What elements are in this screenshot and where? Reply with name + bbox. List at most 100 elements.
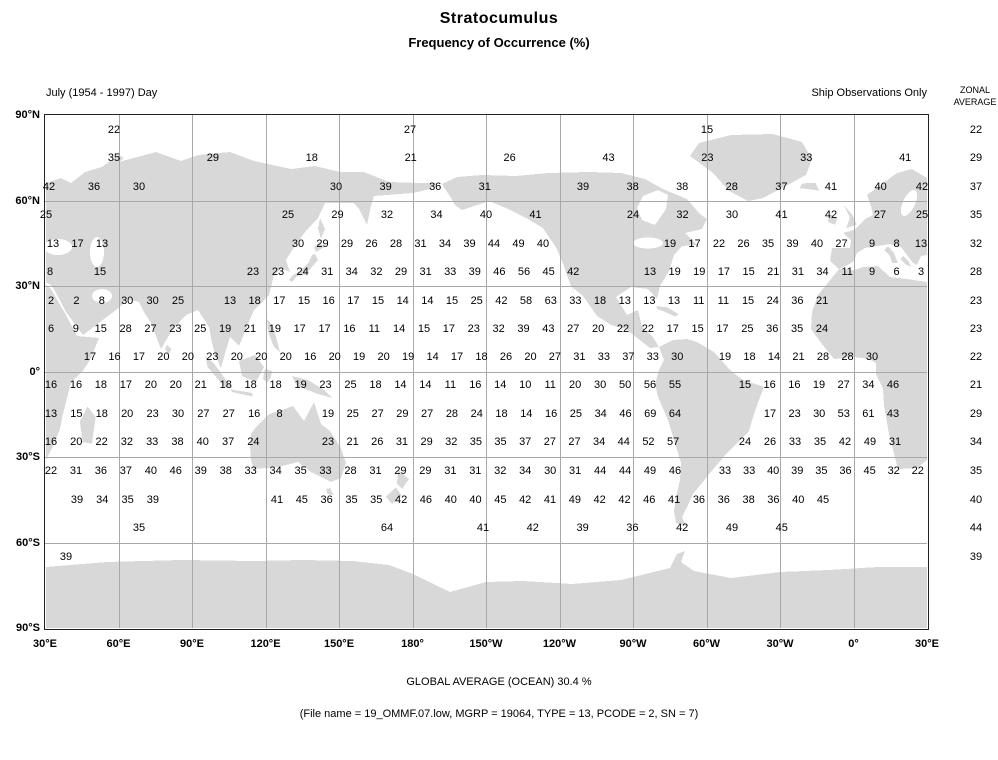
grid-value: 22: [95, 436, 108, 448]
grid-value: 31: [573, 351, 586, 363]
grid-value: 30: [671, 351, 684, 363]
grid-value: 15: [371, 295, 385, 307]
grid-value: 19: [693, 266, 706, 278]
y-axis-label: 60°S: [16, 536, 40, 549]
grid-value: 46: [668, 465, 682, 477]
source-note: Ship Observations Only: [811, 87, 927, 99]
grid-value: 50: [618, 379, 632, 391]
grid-value: 42: [676, 522, 689, 534]
grid-value: 38: [171, 436, 184, 448]
grid-value: 46: [886, 379, 900, 391]
grid-value: 22: [107, 124, 121, 136]
grid-value: 30: [813, 408, 826, 420]
grid-value: 35: [132, 522, 146, 534]
grid-value: 34: [519, 465, 532, 477]
x-axis-label: 30°E: [33, 638, 57, 650]
grid-value: 2: [73, 295, 80, 307]
grid-value: 15: [94, 323, 107, 335]
grid-value: 43: [602, 152, 615, 164]
grid-value: 45: [542, 266, 555, 278]
zonal-average-value: 35: [969, 465, 983, 477]
file-info-text: (File name = 19_OMMF.07.low, MGRP = 1906…: [299, 708, 699, 720]
grid-value: 13: [95, 238, 109, 250]
x-axis-label: 180°: [401, 638, 424, 650]
grid-value: 32: [445, 436, 458, 448]
grid-value: 16: [304, 351, 317, 363]
grid-value: 37: [622, 351, 635, 363]
grid-value: 41: [824, 181, 838, 193]
grid-value: 31: [321, 266, 334, 278]
grid-value: 16: [248, 408, 261, 420]
grid-value: 39: [576, 522, 589, 534]
grid-value: 30: [865, 351, 879, 363]
y-axis-label: 60°N: [15, 194, 40, 207]
grid-value: 49: [643, 465, 657, 477]
grid-value: 39: [468, 266, 481, 278]
grid-value: 18: [248, 295, 261, 307]
grid-value: 39: [59, 551, 73, 563]
grid-value: 15: [445, 295, 459, 307]
grid-value: 30: [132, 181, 146, 193]
grid-value: 16: [763, 379, 776, 391]
grid-value: 3: [917, 266, 925, 278]
h-gridline: [45, 200, 927, 202]
grid-value: 23: [321, 436, 335, 448]
grid-value: 32: [492, 323, 505, 335]
zonal-average-value: 39: [969, 551, 983, 563]
grid-value: 39: [517, 323, 530, 335]
grid-value: 10: [519, 379, 532, 391]
grid-value: 32: [380, 209, 394, 221]
grid-value: 30: [593, 379, 607, 391]
grid-value: 21: [404, 152, 417, 164]
grid-value: 9: [868, 238, 876, 250]
grid-value: 40: [469, 494, 482, 506]
grid-value: 33: [718, 465, 732, 477]
grid-value: 15: [691, 323, 704, 335]
grid-value: 41: [543, 494, 557, 506]
grid-value: 14: [426, 351, 439, 363]
grid-value: 40: [196, 436, 209, 448]
grid-value: 16: [322, 295, 335, 307]
zonal-average-value: 29: [969, 152, 983, 164]
grid-value: 23: [319, 379, 332, 391]
grid-value: 19: [663, 238, 677, 250]
grid-value: 27: [567, 323, 580, 335]
grid-value: 31: [478, 181, 491, 193]
grid-value: 31: [369, 465, 382, 477]
grid-value: 39: [786, 238, 799, 250]
grid-value: 46: [419, 494, 433, 506]
grid-value: 34: [816, 266, 829, 278]
grid-value: 29: [396, 408, 409, 420]
grid-value: 15: [297, 295, 311, 307]
grid-value: 13: [44, 408, 58, 420]
grid-value: 33: [646, 351, 659, 363]
grid-value: 23: [246, 266, 260, 278]
grid-value: 20: [121, 408, 134, 420]
grid-value: 55: [668, 379, 682, 391]
grid-value: 11: [544, 379, 556, 391]
grid-value: 40: [444, 494, 457, 506]
grid-value: 23: [701, 152, 714, 164]
grid-value: 39: [146, 494, 160, 506]
page-title: Stratocumulus: [439, 10, 559, 27]
grid-value: 27: [835, 238, 848, 250]
grid-value: 42: [519, 494, 532, 506]
grid-value: 42: [593, 494, 606, 506]
grid-value: 58: [519, 295, 533, 307]
zonal-average-value: 23: [969, 295, 983, 307]
grid-value: 25: [915, 209, 929, 221]
grid-value: 27: [421, 408, 434, 420]
grid-value: 42: [915, 181, 929, 193]
grid-value: 35: [813, 436, 827, 448]
grid-value: 16: [544, 408, 558, 420]
grid-value: 35: [469, 436, 483, 448]
grid-value: 20: [592, 323, 605, 335]
page-subtitle: Frequency of Occurrence (%): [408, 35, 590, 50]
grid-value: 17: [763, 408, 777, 420]
grid-value: 13: [223, 295, 237, 307]
grid-value: 18: [219, 379, 232, 391]
grid-value: 46: [619, 408, 632, 420]
grid-value: 56: [643, 379, 657, 391]
grid-value: 20: [169, 379, 182, 391]
grid-value: 42: [824, 209, 838, 221]
